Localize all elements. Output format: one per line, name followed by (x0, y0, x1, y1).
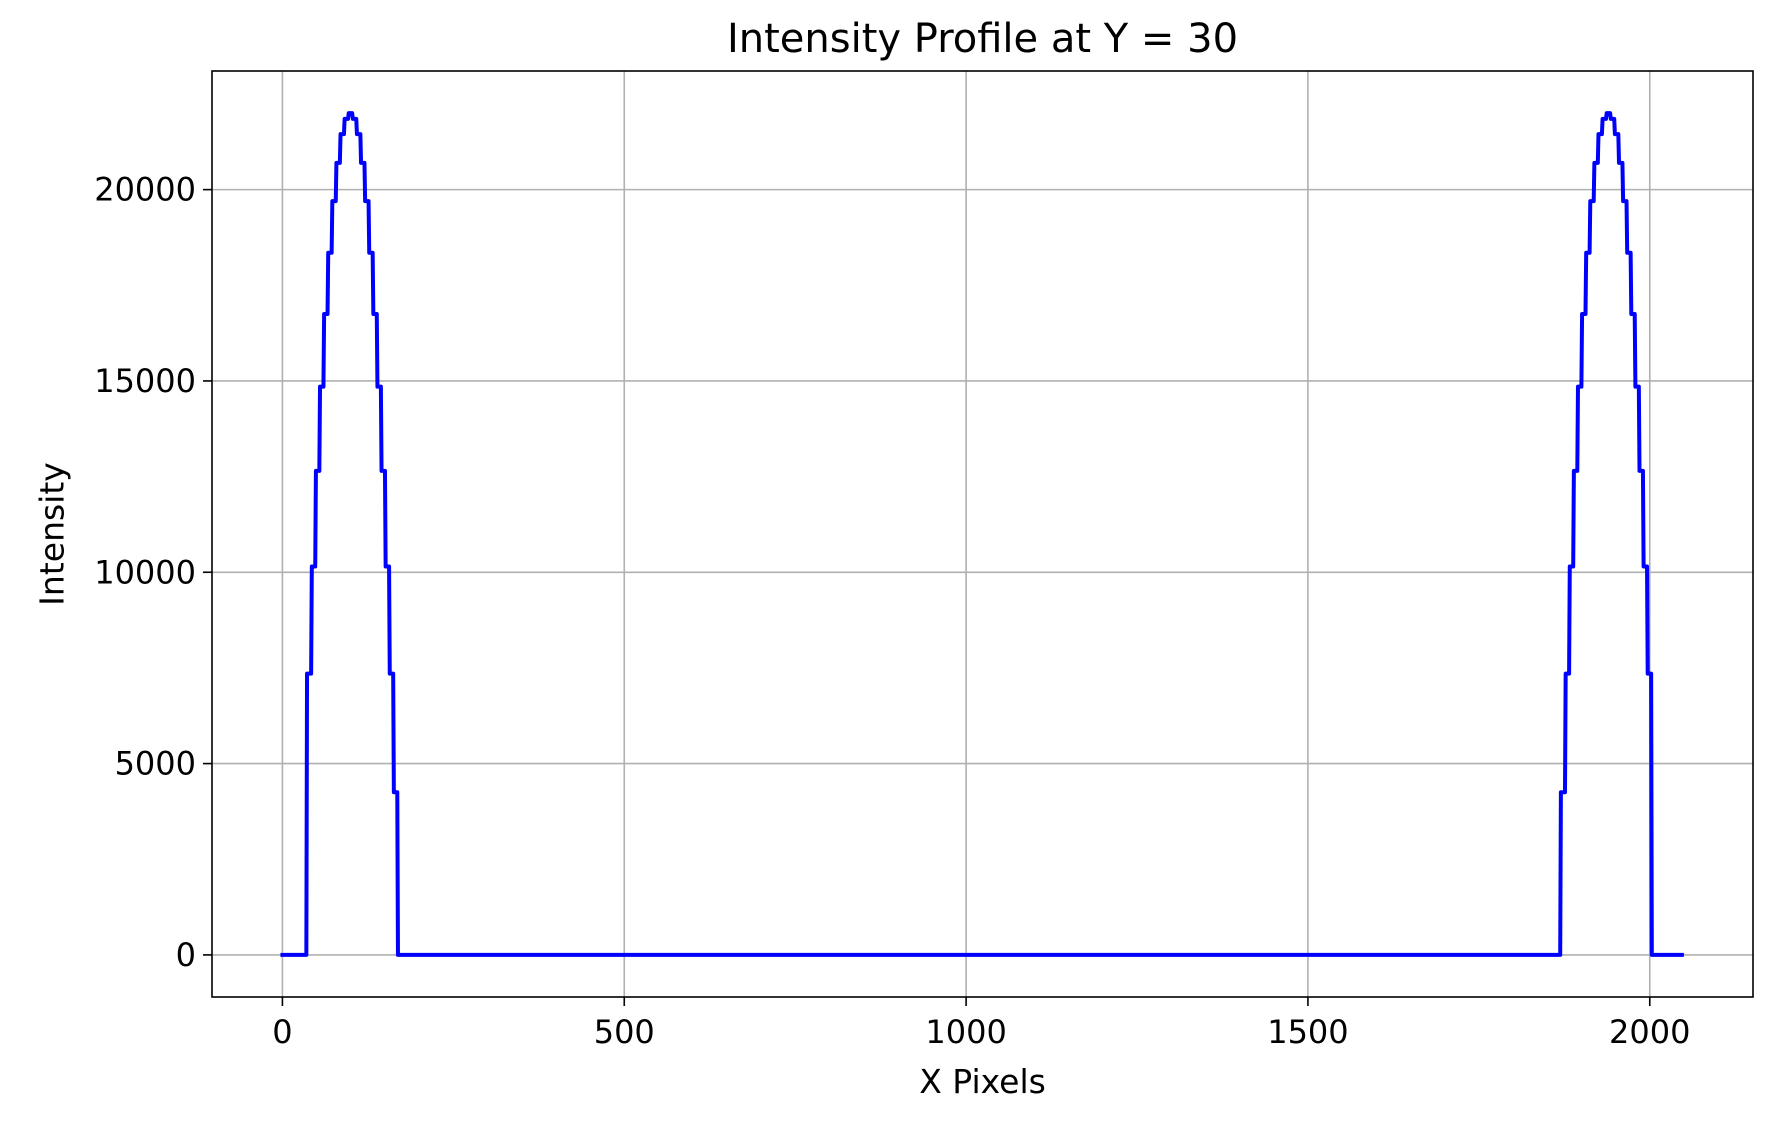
y-tick-label: 20000 (94, 171, 196, 209)
y-tick-label: 15000 (94, 362, 196, 400)
y-tick-label: 5000 (115, 745, 196, 783)
x-tick-label: 500 (594, 1013, 655, 1051)
series-layer (280, 111, 1684, 957)
x-tick-label: 1000 (925, 1013, 1006, 1051)
chart-title: Intensity Profile at Y = 30 (727, 16, 1238, 62)
x-tick-label: 0 (272, 1013, 292, 1051)
x-axis-label: X Pixels (919, 1062, 1046, 1101)
x-tick-label: 2000 (1609, 1013, 1690, 1051)
y-tick-label: 10000 (94, 553, 196, 591)
y-tick-label: 0 (176, 936, 196, 974)
plot-frame (211, 70, 1754, 998)
y-axis-label: Intensity (33, 462, 72, 606)
series-line-0 (280, 111, 1684, 957)
x-tick-label: 1500 (1267, 1013, 1348, 1051)
grid-lines (212, 71, 1753, 997)
